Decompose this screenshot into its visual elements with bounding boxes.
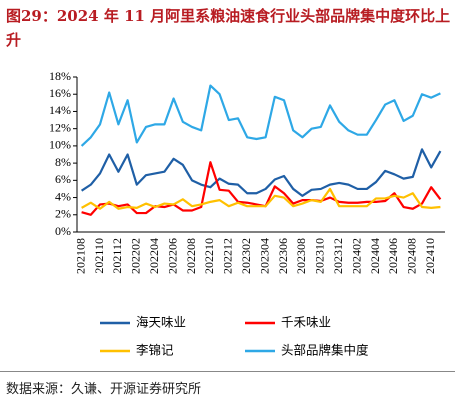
y-tick-label: 16%	[49, 86, 71, 100]
x-tick-label: 202312	[331, 238, 345, 274]
legend-label: 李锦记	[136, 343, 174, 358]
x-tick-label: 202108	[73, 238, 87, 274]
legend-label: 千禾味业	[281, 315, 331, 330]
x-tick-label: 202310	[313, 238, 327, 274]
y-tick-label: 0%	[55, 224, 71, 238]
x-tick-label: 202410	[423, 238, 437, 274]
x-tick-label: 202202	[129, 238, 143, 274]
series-line	[80, 84, 441, 147]
x-tick-label: 202404	[368, 238, 382, 274]
x-tick-label: 202402	[349, 238, 363, 274]
x-tick-label: 202212	[221, 238, 235, 274]
series-line	[81, 187, 441, 210]
x-tick-label: 202306	[276, 238, 290, 274]
y-tick-label: 18%	[49, 69, 71, 83]
x-tick-label: 202408	[405, 238, 419, 274]
y-tick-label: 8%	[55, 155, 71, 169]
chart-title: 图29：2024 年 11 月阿里系粮油速食行业头部品牌集中度环比上升	[6, 7, 451, 49]
x-tick-label: 202110	[92, 238, 106, 274]
series-line	[80, 148, 442, 197]
y-tick-label: 14%	[49, 103, 71, 117]
y-tick-label: 12%	[49, 120, 71, 134]
y-tick-label: 6%	[55, 172, 71, 186]
x-tick-label: 202210	[202, 238, 216, 274]
x-tick-label: 202304	[257, 238, 271, 274]
y-tick-label: 10%	[49, 138, 71, 152]
x-tick-label: 202208	[184, 238, 198, 274]
x-tick-label: 202204	[147, 238, 161, 274]
x-tick-label: 202406	[386, 238, 400, 274]
x-tick-label: 202308	[294, 238, 308, 274]
x-tick-label: 202112	[110, 238, 124, 274]
y-tick-label: 4%	[55, 189, 71, 203]
x-tick-label: 202206	[165, 238, 179, 274]
source-note: 数据来源：久谦、开源证券研究所	[6, 382, 202, 397]
y-tick-label: 2%	[55, 207, 71, 221]
legend-label: 海天味业	[136, 315, 186, 330]
legend-label: 头部品牌集中度	[281, 343, 369, 358]
x-tick-label: 202302	[239, 238, 253, 274]
divider	[0, 371, 455, 372]
